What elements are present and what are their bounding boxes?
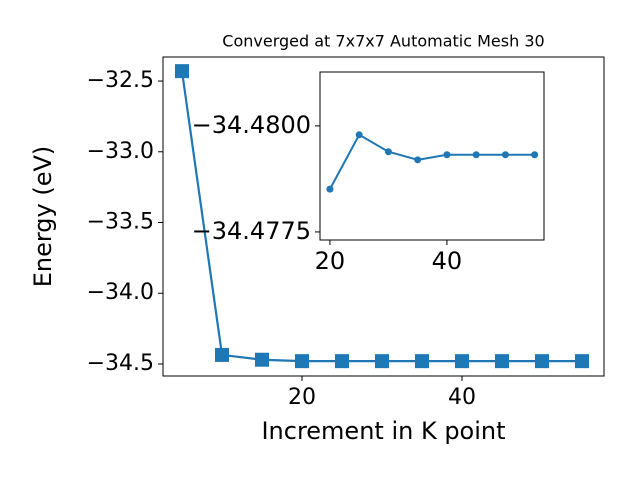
marker — [215, 347, 229, 362]
marker — [335, 354, 349, 369]
marker — [355, 131, 363, 139]
y-tick-label: −34.4775 — [192, 217, 311, 245]
marker — [501, 151, 509, 159]
y-tick-label: −34.4800 — [192, 111, 311, 139]
x-axis-label: Increment in K point — [261, 417, 505, 445]
y-tick-label: −33.5 — [87, 210, 154, 235]
y-tick-label: −34.5 — [87, 351, 154, 376]
y-tick-label: −34.0 — [87, 280, 154, 305]
marker — [414, 156, 422, 164]
x-tick-label: 20 — [288, 385, 316, 410]
y-tick-label: −32.5 — [87, 68, 154, 93]
x-tick-label: 20 — [315, 247, 346, 275]
axes-frame — [319, 71, 545, 241]
series-line — [329, 133, 535, 190]
marker — [295, 354, 309, 369]
x-tick-label: 40 — [432, 247, 463, 275]
x-tick-label: 40 — [448, 385, 476, 410]
marker — [531, 151, 539, 159]
axes-frame — [162, 56, 605, 377]
y-axis-label: Energy (eV) — [29, 146, 57, 288]
marker — [175, 64, 189, 79]
marker — [375, 354, 389, 369]
marker — [455, 354, 469, 369]
marker — [255, 352, 269, 367]
marker — [535, 354, 549, 369]
marker — [575, 354, 589, 369]
marker — [495, 354, 509, 369]
marker — [472, 151, 480, 159]
y-tick-label: −33.0 — [87, 139, 154, 164]
marker — [443, 151, 451, 159]
marker — [415, 354, 429, 369]
chart-title: Converged at 7x7x7 Automatic Mesh 30 — [222, 32, 544, 51]
plot-area — [320, 72, 544, 240]
marker — [326, 185, 334, 193]
marker — [384, 148, 392, 156]
